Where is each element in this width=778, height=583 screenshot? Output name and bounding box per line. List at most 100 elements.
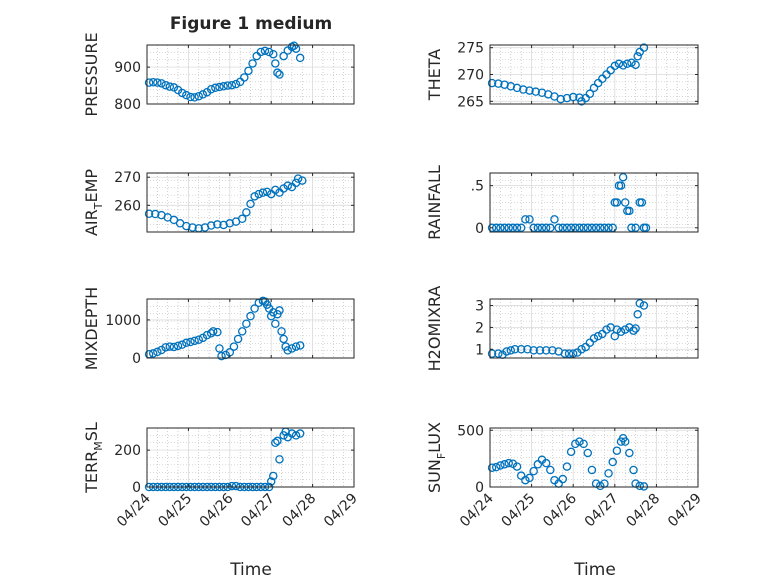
series-pressure [144, 41, 305, 102]
y-tick-label: 0 [475, 221, 484, 237]
data-point [494, 349, 503, 358]
data-point [491, 462, 501, 472]
data-point [541, 223, 551, 233]
data-point [512, 462, 522, 471]
data-point [275, 70, 284, 79]
y-tick-label: 3 [475, 299, 484, 315]
data-point [623, 59, 632, 69]
data-point [246, 311, 255, 321]
data-point [502, 347, 511, 356]
data-point [269, 49, 278, 59]
data-point [223, 81, 232, 90]
data-point [631, 324, 640, 333]
data-point [206, 85, 216, 94]
data-point [144, 78, 154, 87]
data-point [273, 68, 282, 77]
data-point [271, 319, 280, 328]
data-point [504, 458, 513, 468]
x-tick-label: 04/26 [540, 490, 580, 530]
data-point [153, 78, 162, 87]
x-tick-label: 04/28 [280, 491, 320, 531]
data-point [269, 471, 278, 481]
data-point [182, 221, 191, 231]
data-point [602, 325, 611, 334]
data-point [242, 319, 251, 328]
data-point [487, 223, 497, 233]
x-tick-label: 04/24 [114, 490, 154, 530]
y-axis-label: TERRMSL [82, 422, 105, 494]
data-point [537, 223, 547, 233]
data-point [487, 349, 497, 358]
data-point [583, 223, 593, 233]
subplot-sun_flux: 0 500 04/24 04/25 04/26 04/27 04/28 04/29 SUNFLU… [425, 422, 705, 530]
data-point [568, 92, 578, 102]
data-point [295, 429, 305, 438]
tick-marks [146, 299, 355, 359]
data-point [620, 437, 630, 446]
data-point [165, 342, 175, 351]
data-point [202, 330, 212, 340]
data-point [587, 223, 597, 233]
data-point [153, 347, 162, 357]
data-point [186, 337, 195, 347]
y-tick-label: 200 [114, 443, 141, 459]
data-point [633, 52, 642, 61]
series-air_temp [144, 174, 307, 233]
data-point [254, 189, 264, 199]
axes-box [146, 44, 355, 105]
data-point [525, 473, 534, 483]
data-point [182, 338, 191, 348]
data-point [571, 439, 580, 449]
data-point [516, 345, 526, 354]
data-point [616, 327, 626, 337]
data-point [287, 429, 297, 438]
data-point [277, 327, 286, 336]
data-point [148, 349, 158, 358]
data-point [169, 215, 179, 225]
data-point [157, 79, 166, 88]
data-point [206, 221, 216, 230]
data-point [213, 220, 222, 229]
data-point [525, 215, 534, 224]
data-point [508, 223, 518, 233]
data-point [496, 223, 505, 233]
data-point [620, 198, 630, 207]
tick-marks [146, 428, 355, 488]
x-tick-label: 04/25 [499, 491, 539, 531]
y-tick-label: 1000 [105, 313, 141, 329]
data-point [283, 346, 293, 355]
data-point [190, 336, 199, 346]
data-point [165, 82, 175, 91]
data-point [275, 455, 284, 464]
data-point [504, 223, 513, 233]
axes-box [489, 427, 699, 488]
data-point [533, 223, 543, 233]
data-point [610, 61, 620, 71]
data-point [533, 460, 543, 469]
data-point [248, 59, 257, 68]
data-point [541, 458, 551, 468]
data-point [237, 327, 247, 336]
data-point [556, 94, 565, 104]
data-point [240, 73, 249, 82]
y-tick-label: 900 [114, 60, 141, 76]
data-point [250, 192, 259, 201]
data-point [177, 340, 187, 349]
data-point [519, 85, 528, 94]
axes-box [146, 298, 355, 359]
y-tick-label: 800 [114, 97, 141, 113]
data-point [287, 344, 297, 353]
data-point [494, 79, 503, 88]
subplot-h2omixra: 1 2 3 H2OMIXRA [425, 286, 699, 371]
axes-box [489, 298, 699, 359]
data-point [595, 481, 605, 491]
data-point [273, 436, 282, 446]
subplot-terr_msl: 0 200 04/24 04/25 04/26 04/27 04/28 04/29 TERRMS… [82, 422, 361, 530]
data-point [161, 343, 170, 352]
data-point [562, 93, 572, 103]
data-point [579, 223, 588, 233]
x-axis-label-right: Time [573, 560, 616, 580]
data-point [271, 59, 280, 68]
data-point [604, 469, 613, 478]
subplot-theta: 265 270 275 THETA [425, 41, 699, 110]
